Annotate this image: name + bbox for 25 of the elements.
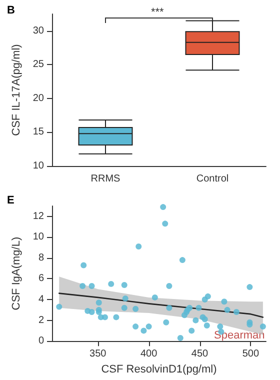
chart-title: E bbox=[7, 194, 14, 206]
y-tick-label: 8 bbox=[38, 252, 44, 264]
chart-title: B bbox=[7, 4, 15, 16]
x-tick-label: Control bbox=[196, 174, 229, 184]
y-tick-label: 30 bbox=[32, 25, 44, 36]
x-tick-label: RRMS bbox=[90, 174, 121, 184]
y-tick-label: 2 bbox=[38, 314, 44, 326]
y-axis-title: CSF IL-17A(pg/ml) bbox=[10, 44, 22, 136]
y-tick-label: 10 bbox=[32, 232, 44, 243]
y-tick-label: 12 bbox=[32, 210, 44, 222]
y-tick-label: 20 bbox=[32, 92, 44, 104]
y-tick-label: 15 bbox=[32, 126, 44, 138]
x-tick-label: 500 bbox=[242, 348, 260, 360]
y-tick-label: 4 bbox=[38, 294, 44, 306]
y-axis-title: CSF IgA(mg/L) bbox=[10, 236, 22, 310]
y-tick-label: 0 bbox=[38, 336, 44, 347]
x-tick-label: 400 bbox=[140, 348, 158, 360]
y-tick-label: 6 bbox=[38, 273, 44, 284]
annotation: Spearman bbox=[214, 330, 265, 342]
annotation: *** bbox=[151, 6, 165, 18]
x-tick-label: 450 bbox=[191, 348, 209, 360]
x-tick-label: 350 bbox=[90, 348, 107, 360]
y-tick-label: 10 bbox=[32, 160, 44, 172]
y-tick-label: 25 bbox=[32, 59, 44, 70]
x-axis-title: CSF ResolvinD1(pg/ml) bbox=[101, 364, 217, 376]
